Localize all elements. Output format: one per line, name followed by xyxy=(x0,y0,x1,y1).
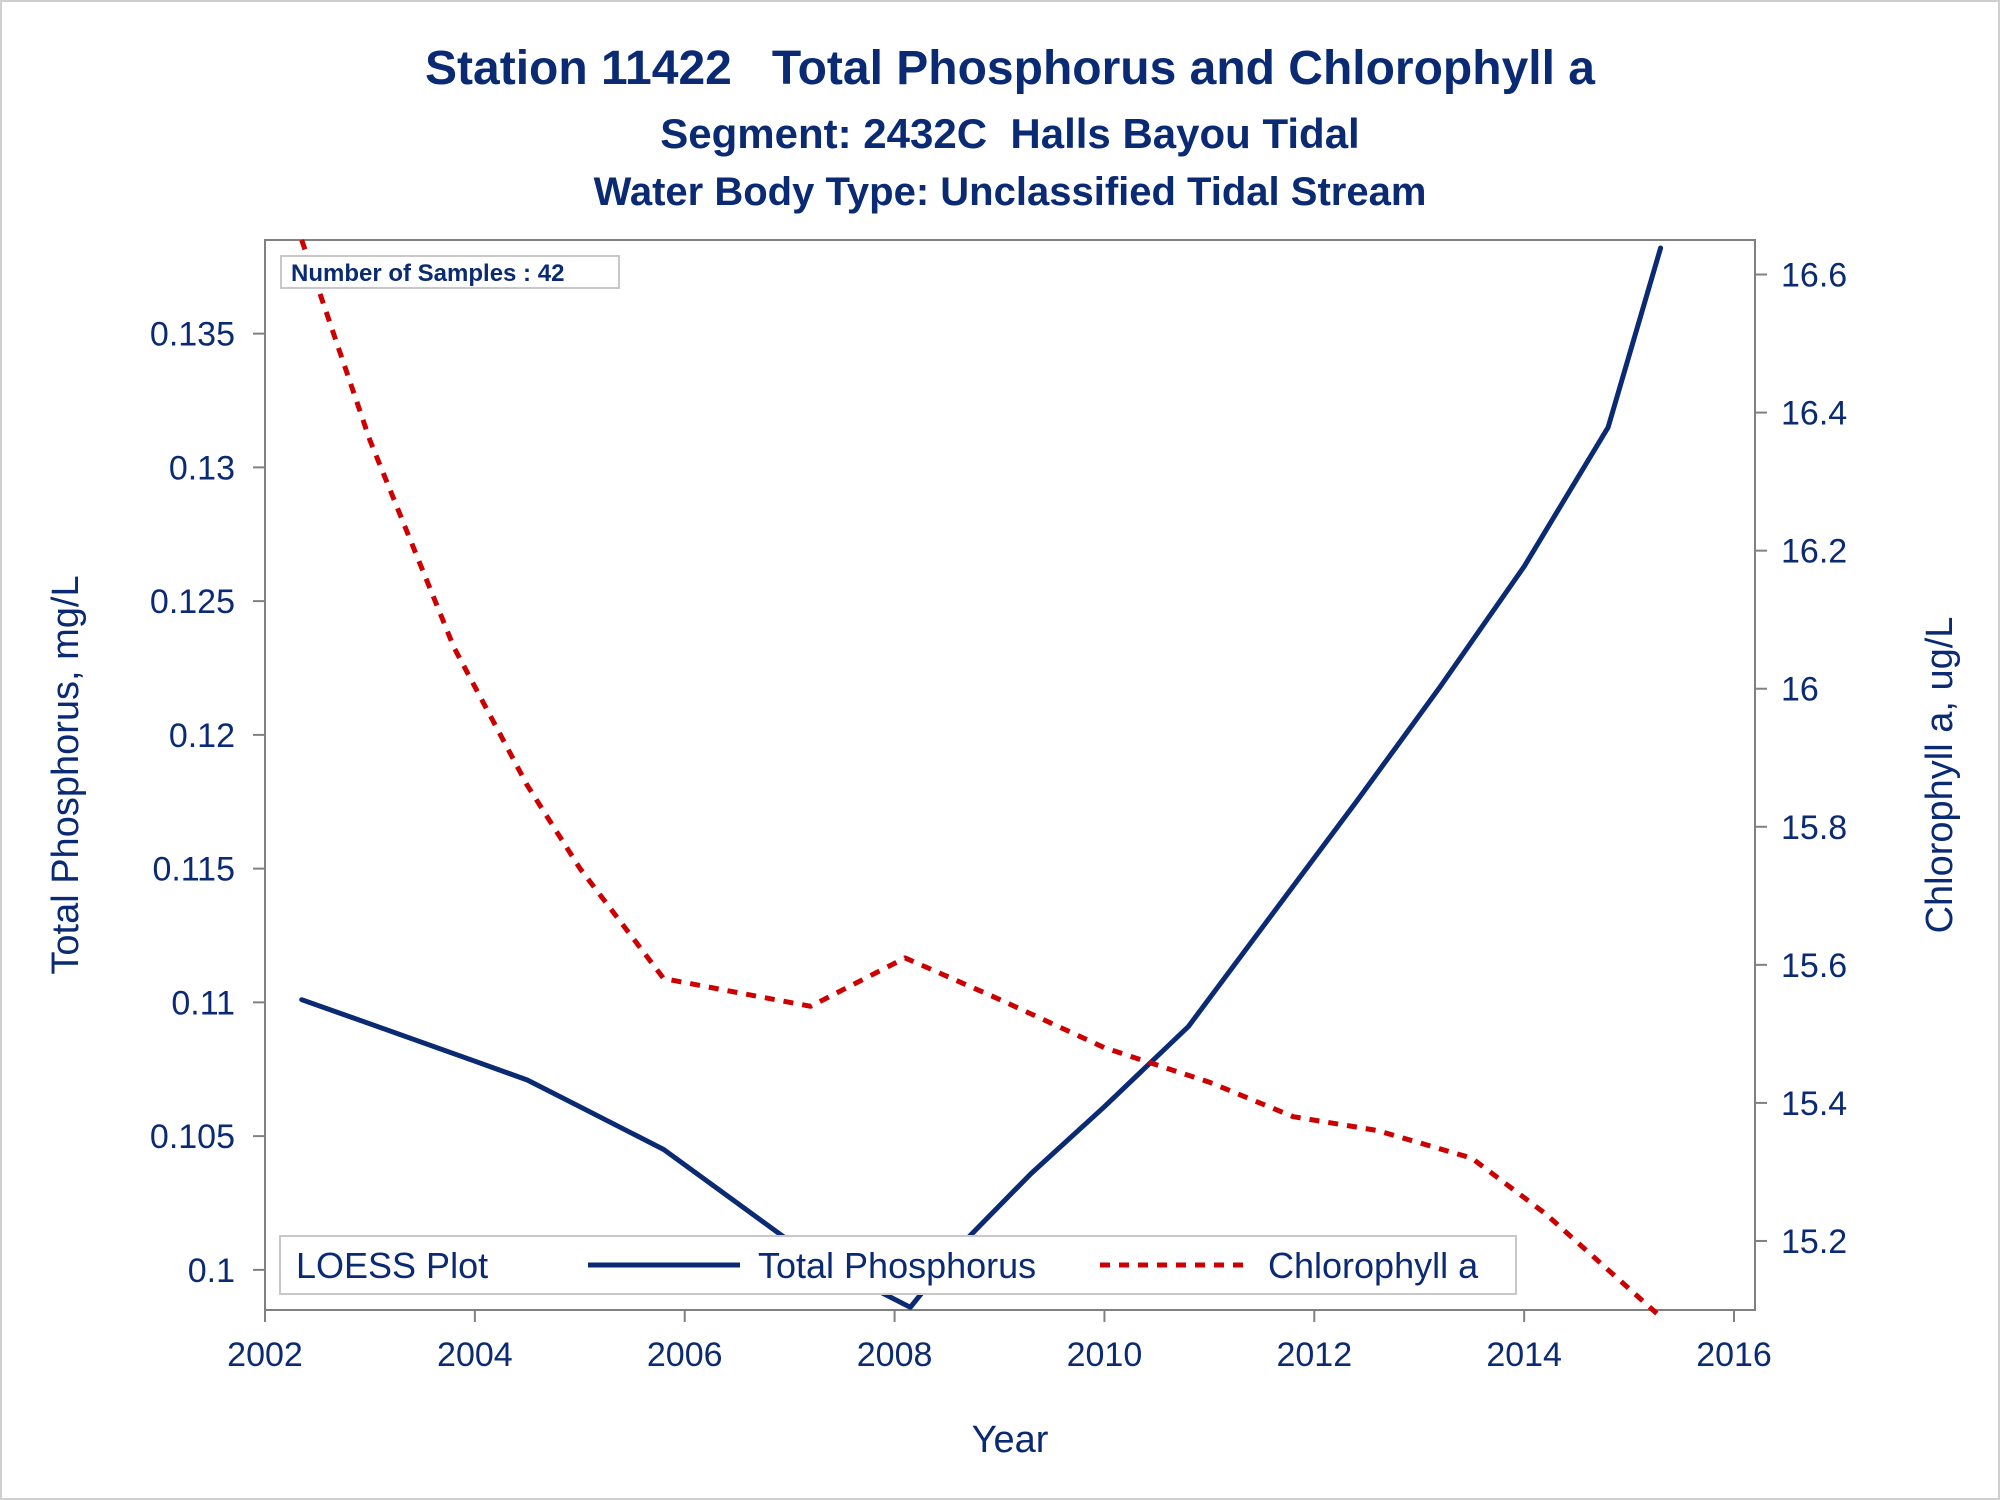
series-lines xyxy=(299,239,1664,1319)
y-left-tick-label: 0.135 xyxy=(150,316,235,354)
x-tick-label: 2004 xyxy=(437,1336,513,1374)
x-tick-label: 2008 xyxy=(857,1336,933,1374)
chart-title: Station 11422 Total Phosphorus and Chlor… xyxy=(425,42,1595,95)
legend-title: LOESS Plot xyxy=(296,1245,488,1286)
legend-box xyxy=(279,1235,1517,1295)
chart-subtitle-segment: Segment: 2432C Halls Bayou Tidal xyxy=(660,110,1359,157)
x-tick-label: 2006 xyxy=(647,1336,723,1374)
x-tick-label: 2012 xyxy=(1276,1336,1352,1374)
y-axis-label-left: Total Phosphorus, mg/L xyxy=(45,575,87,974)
y-right-tick-label: 16.4 xyxy=(1781,395,1847,433)
sample-count-text: Number of Samples : 42 xyxy=(291,260,564,287)
y-left-tick-label: 0.125 xyxy=(150,583,235,621)
series-line-chlorophyll-a xyxy=(299,239,1663,1319)
y-right-tick-label: 16.6 xyxy=(1781,257,1847,295)
y-right-tick-label: 15.2 xyxy=(1781,1223,1847,1261)
y-left-tick-label: 0.13 xyxy=(169,449,235,487)
legend-label-total-phosphorus: Total Phosphorus xyxy=(758,1245,1036,1286)
plot-area-border xyxy=(264,239,1756,1311)
y-right-tick-label: 15.6 xyxy=(1781,947,1847,985)
axis-ticks: 2002 2004 2006 2008 2010 2012 2014 2016 0.1 0.105… xyxy=(150,257,1847,1374)
y-axis-label-right: Chlorophyll a, ug/L xyxy=(1919,617,1961,934)
y-left-tick-label: 0.105 xyxy=(150,1118,235,1156)
sample-count-inset: Number of Samples : 42 xyxy=(280,255,620,289)
x-tick-label: 2010 xyxy=(1067,1336,1143,1374)
y-left-tick-label: 0.11 xyxy=(171,984,235,1022)
y-right-tick-label: 15.8 xyxy=(1781,809,1847,847)
y-left-tick-label: 0.12 xyxy=(169,717,235,755)
x-tick-label: 2016 xyxy=(1696,1336,1772,1374)
x-tick-label: 2002 xyxy=(227,1336,303,1374)
series-line-total-phosphorus xyxy=(299,245,1664,1310)
x-axis-label: Year xyxy=(972,1419,1049,1461)
legend: LOESS Plot Total Phosphorus Chlorophyll … xyxy=(279,1235,1517,1295)
chart-subtitle-waterbody: Water Body Type: Unclassified Tidal Stre… xyxy=(594,170,1427,214)
x-tick-label: 2014 xyxy=(1486,1336,1562,1374)
legend-label-chlorophyll-a: Chlorophyll a xyxy=(1268,1245,1479,1286)
y-right-tick-label: 16.2 xyxy=(1781,533,1847,571)
y-left-tick-label: 0.1 xyxy=(188,1252,235,1290)
y-right-tick-label: 15.4 xyxy=(1781,1085,1847,1123)
sample-count-box xyxy=(280,255,620,289)
y-right-tick-label: 16 xyxy=(1781,671,1819,709)
y-left-tick-label: 0.115 xyxy=(152,851,235,889)
